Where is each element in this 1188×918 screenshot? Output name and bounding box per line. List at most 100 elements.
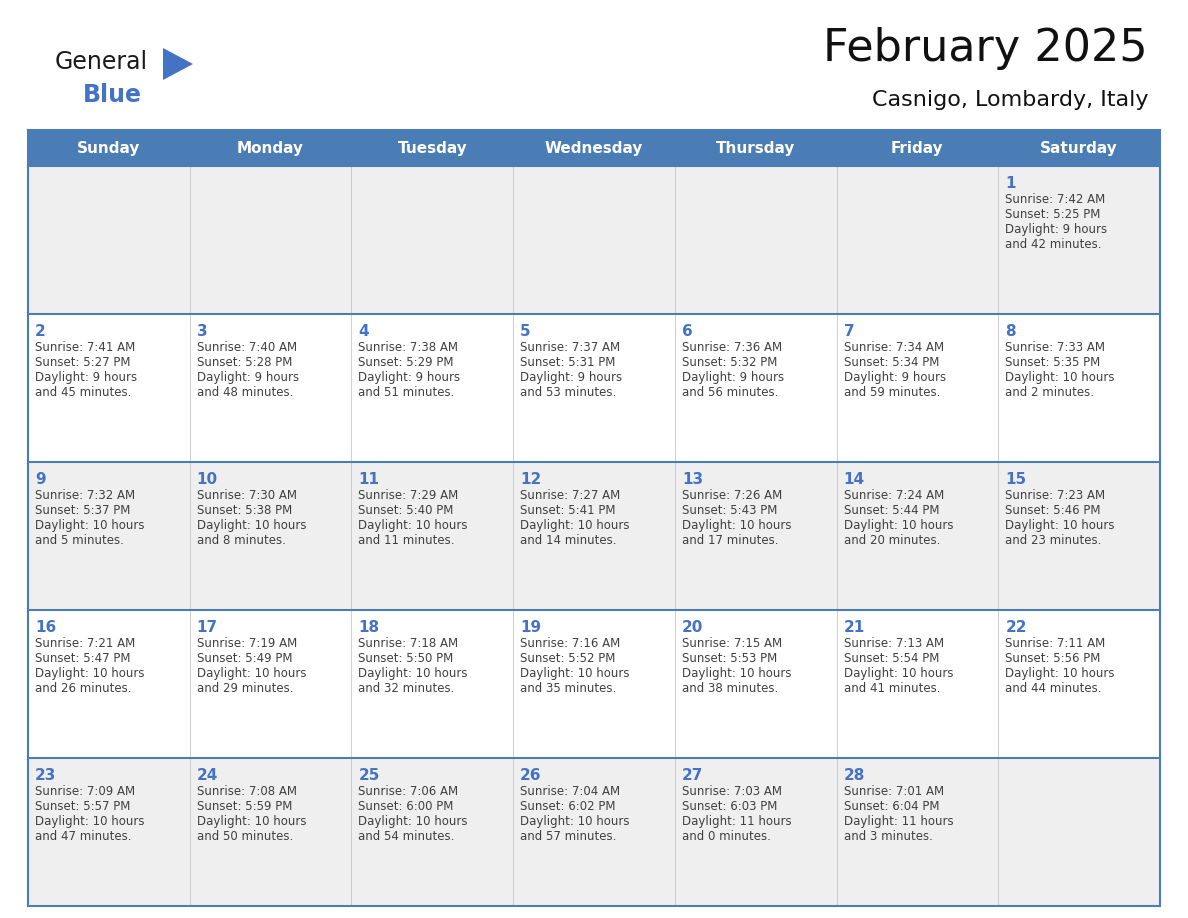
Bar <box>29 610 1159 758</box>
Text: Sunset: 5:32 PM: Sunset: 5:32 PM <box>682 356 777 369</box>
Text: 18: 18 <box>359 620 379 635</box>
Bar <box>29 166 1159 314</box>
Text: Saturday: Saturday <box>1041 140 1118 155</box>
Text: Sunrise: 7:11 AM: Sunrise: 7:11 AM <box>1005 637 1106 650</box>
Text: Sunset: 5:54 PM: Sunset: 5:54 PM <box>843 652 939 665</box>
Text: Daylight: 10 hours: Daylight: 10 hours <box>359 519 468 532</box>
Text: Sunrise: 7:29 AM: Sunrise: 7:29 AM <box>359 489 459 502</box>
Text: Daylight: 10 hours: Daylight: 10 hours <box>520 815 630 828</box>
Text: Sunset: 5:25 PM: Sunset: 5:25 PM <box>1005 208 1100 221</box>
Text: Sunrise: 7:24 AM: Sunrise: 7:24 AM <box>843 489 943 502</box>
Text: Daylight: 10 hours: Daylight: 10 hours <box>520 667 630 680</box>
Text: Sunrise: 7:32 AM: Sunrise: 7:32 AM <box>34 489 135 502</box>
Text: Sunrise: 7:38 AM: Sunrise: 7:38 AM <box>359 341 459 354</box>
Text: 25: 25 <box>359 768 380 783</box>
Text: Daylight: 10 hours: Daylight: 10 hours <box>197 519 307 532</box>
Text: and 59 minutes.: and 59 minutes. <box>843 386 940 399</box>
Text: and 20 minutes.: and 20 minutes. <box>843 534 940 547</box>
Text: Sunset: 5:47 PM: Sunset: 5:47 PM <box>34 652 131 665</box>
Text: Daylight: 9 hours: Daylight: 9 hours <box>843 371 946 384</box>
Text: Sunset: 6:02 PM: Sunset: 6:02 PM <box>520 800 615 813</box>
Text: 5: 5 <box>520 324 531 339</box>
Text: Sunrise: 7:34 AM: Sunrise: 7:34 AM <box>843 341 943 354</box>
Text: Daylight: 10 hours: Daylight: 10 hours <box>843 667 953 680</box>
Text: 8: 8 <box>1005 324 1016 339</box>
Text: Daylight: 9 hours: Daylight: 9 hours <box>1005 223 1107 236</box>
Text: and 0 minutes.: and 0 minutes. <box>682 830 771 843</box>
Text: Sunrise: 7:21 AM: Sunrise: 7:21 AM <box>34 637 135 650</box>
Text: Sunrise: 7:09 AM: Sunrise: 7:09 AM <box>34 785 135 798</box>
Text: Sunset: 5:57 PM: Sunset: 5:57 PM <box>34 800 131 813</box>
Text: Sunset: 5:46 PM: Sunset: 5:46 PM <box>1005 504 1101 517</box>
Text: Sunset: 5:41 PM: Sunset: 5:41 PM <box>520 504 615 517</box>
Text: and 14 minutes.: and 14 minutes. <box>520 534 617 547</box>
Text: Daylight: 10 hours: Daylight: 10 hours <box>682 667 791 680</box>
Text: and 53 minutes.: and 53 minutes. <box>520 386 617 399</box>
Text: and 35 minutes.: and 35 minutes. <box>520 682 617 695</box>
Text: Sunset: 5:35 PM: Sunset: 5:35 PM <box>1005 356 1100 369</box>
Text: 15: 15 <box>1005 472 1026 487</box>
Text: and 23 minutes.: and 23 minutes. <box>1005 534 1101 547</box>
Text: Sunset: 5:27 PM: Sunset: 5:27 PM <box>34 356 131 369</box>
Text: and 57 minutes.: and 57 minutes. <box>520 830 617 843</box>
Text: General: General <box>55 50 148 74</box>
Text: Sunrise: 7:27 AM: Sunrise: 7:27 AM <box>520 489 620 502</box>
Text: 7: 7 <box>843 324 854 339</box>
Text: 4: 4 <box>359 324 369 339</box>
Text: 22: 22 <box>1005 620 1026 635</box>
Text: 10: 10 <box>197 472 217 487</box>
Text: 11: 11 <box>359 472 379 487</box>
Text: Sunrise: 7:37 AM: Sunrise: 7:37 AM <box>520 341 620 354</box>
Text: Sunrise: 7:15 AM: Sunrise: 7:15 AM <box>682 637 782 650</box>
Text: and 45 minutes.: and 45 minutes. <box>34 386 132 399</box>
Text: Daylight: 11 hours: Daylight: 11 hours <box>682 815 791 828</box>
Text: 21: 21 <box>843 620 865 635</box>
Text: Sunrise: 7:42 AM: Sunrise: 7:42 AM <box>1005 193 1106 206</box>
Text: and 47 minutes.: and 47 minutes. <box>34 830 132 843</box>
Text: Sunrise: 7:26 AM: Sunrise: 7:26 AM <box>682 489 782 502</box>
Text: Wednesday: Wednesday <box>545 140 643 155</box>
Text: Daylight: 10 hours: Daylight: 10 hours <box>197 815 307 828</box>
Text: and 51 minutes.: and 51 minutes. <box>359 386 455 399</box>
Bar <box>29 758 1159 906</box>
Text: and 44 minutes.: and 44 minutes. <box>1005 682 1101 695</box>
Text: 26: 26 <box>520 768 542 783</box>
Text: Daylight: 11 hours: Daylight: 11 hours <box>843 815 953 828</box>
Text: Daylight: 10 hours: Daylight: 10 hours <box>682 519 791 532</box>
Text: 20: 20 <box>682 620 703 635</box>
Text: Sunset: 6:03 PM: Sunset: 6:03 PM <box>682 800 777 813</box>
Text: Daylight: 10 hours: Daylight: 10 hours <box>520 519 630 532</box>
Text: Sunset: 5:49 PM: Sunset: 5:49 PM <box>197 652 292 665</box>
Text: Daylight: 9 hours: Daylight: 9 hours <box>197 371 299 384</box>
Text: Sunrise: 7:23 AM: Sunrise: 7:23 AM <box>1005 489 1105 502</box>
Text: Sunday: Sunday <box>77 140 140 155</box>
Text: Sunset: 6:00 PM: Sunset: 6:00 PM <box>359 800 454 813</box>
Text: 2: 2 <box>34 324 46 339</box>
Text: Daylight: 10 hours: Daylight: 10 hours <box>34 815 145 828</box>
Text: 9: 9 <box>34 472 45 487</box>
Text: Thursday: Thursday <box>716 140 796 155</box>
Text: Tuesday: Tuesday <box>398 140 467 155</box>
Text: 27: 27 <box>682 768 703 783</box>
Polygon shape <box>163 48 192 80</box>
Text: Daylight: 9 hours: Daylight: 9 hours <box>34 371 137 384</box>
Text: Sunset: 5:31 PM: Sunset: 5:31 PM <box>520 356 615 369</box>
Text: Daylight: 9 hours: Daylight: 9 hours <box>682 371 784 384</box>
Text: 23: 23 <box>34 768 56 783</box>
Text: and 3 minutes.: and 3 minutes. <box>843 830 933 843</box>
Text: and 17 minutes.: and 17 minutes. <box>682 534 778 547</box>
Text: Sunset: 5:38 PM: Sunset: 5:38 PM <box>197 504 292 517</box>
Text: and 42 minutes.: and 42 minutes. <box>1005 238 1101 251</box>
Text: and 50 minutes.: and 50 minutes. <box>197 830 293 843</box>
Text: Daylight: 10 hours: Daylight: 10 hours <box>34 519 145 532</box>
Text: February 2025: February 2025 <box>823 27 1148 70</box>
Text: Daylight: 10 hours: Daylight: 10 hours <box>359 667 468 680</box>
Text: Sunset: 6:04 PM: Sunset: 6:04 PM <box>843 800 939 813</box>
Text: Sunset: 5:53 PM: Sunset: 5:53 PM <box>682 652 777 665</box>
Text: 3: 3 <box>197 324 208 339</box>
Bar <box>29 462 1159 610</box>
Text: Daylight: 10 hours: Daylight: 10 hours <box>197 667 307 680</box>
Text: and 41 minutes.: and 41 minutes. <box>843 682 940 695</box>
Text: 6: 6 <box>682 324 693 339</box>
Text: 13: 13 <box>682 472 703 487</box>
